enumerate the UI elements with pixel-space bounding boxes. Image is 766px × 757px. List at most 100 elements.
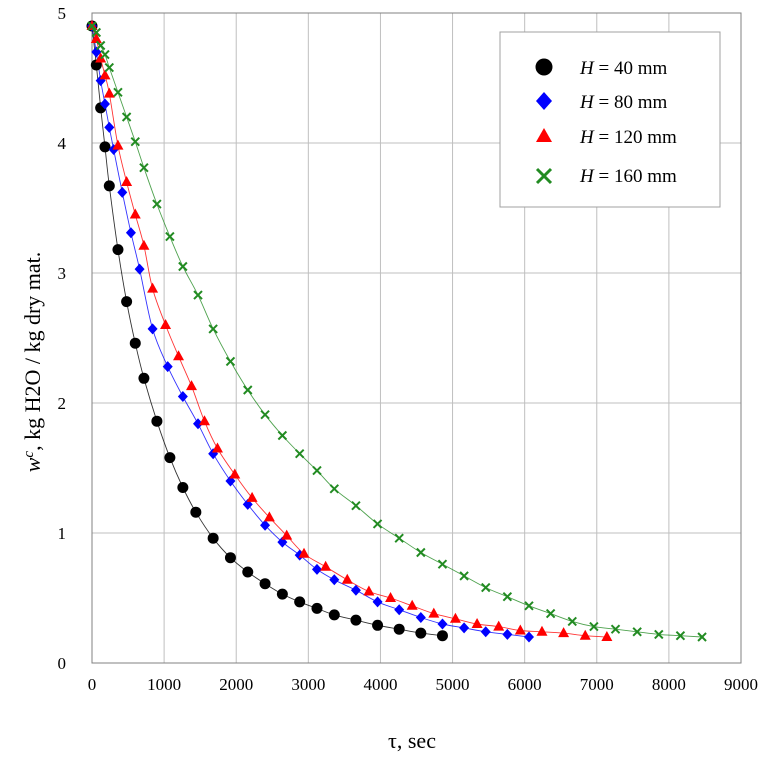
point-160mm-20 [329, 484, 340, 494]
point-160mm-32 [589, 621, 599, 632]
legend-label-40mm: H = 40 mm [579, 58, 667, 79]
point-120mm-4 [103, 87, 115, 98]
point-120mm-23 [385, 592, 397, 602]
point-120mm-18 [281, 529, 293, 540]
x-tick-label-2000: 2000 [219, 675, 253, 694]
point-160mm-31 [567, 616, 577, 627]
point-120mm-16 [246, 491, 258, 502]
point-120mm-30 [536, 625, 548, 636]
point-160mm-30 [545, 608, 556, 619]
y-tick-label-5: 5 [58, 4, 67, 23]
point-120mm-24 [406, 599, 418, 610]
point-120mm-29 [514, 624, 526, 635]
point-40mm-15 [242, 566, 254, 578]
point-160mm-34 [632, 627, 642, 637]
point-120mm-11 [173, 350, 185, 361]
point-40mm-11 [177, 482, 189, 493]
point-40mm-16 [259, 578, 271, 590]
point-40mm-18 [294, 596, 306, 608]
x-tick-label-5000: 5000 [436, 675, 470, 694]
x-tick-label-4000: 4000 [363, 675, 397, 694]
point-160mm-23 [394, 533, 404, 543]
x-axis-ticks: 0 1000 2000 3000 4000 5000 6000 7000 8000 9000 [88, 675, 758, 694]
point-120mm-13 [198, 415, 210, 426]
point-120mm-14 [211, 442, 223, 453]
point-120mm-1 [90, 33, 102, 43]
point-80mm-23 [394, 604, 405, 616]
point-40mm-20 [328, 609, 340, 621]
point-80mm-20 [329, 574, 340, 586]
legend-label-80mm: H = 80 mm [579, 92, 667, 113]
y-tick-label-1: 1 [58, 524, 67, 543]
point-80mm-24 [415, 612, 426, 623]
x-tick-label-0: 0 [88, 675, 97, 694]
point-160mm-19 [312, 465, 322, 476]
legend-value-40mm: = 40 mm [594, 58, 668, 79]
legend-var-40mm: H [579, 58, 595, 79]
point-40mm-19 [311, 602, 323, 614]
point-80mm-27 [480, 626, 491, 638]
legend-marker-40mm [535, 58, 553, 76]
point-40mm-4 [103, 180, 115, 192]
legend-var-120mm: H [579, 127, 595, 148]
y-tick-label-3: 3 [58, 264, 67, 283]
point-160mm-27 [481, 582, 491, 593]
point-160mm-13 [208, 324, 218, 334]
point-120mm-15 [229, 468, 241, 479]
point-120mm-22 [363, 585, 375, 596]
legend-marker-160mm [535, 167, 553, 185]
x-axis-title: τ, sec [388, 728, 436, 753]
x-tick-label-6000: 6000 [508, 675, 542, 694]
y-axis-title-main: w [20, 457, 45, 472]
point-120mm-26 [449, 612, 461, 623]
point-160mm-11 [178, 261, 188, 272]
point-160mm-35 [654, 629, 664, 640]
point-120mm-7 [129, 208, 141, 219]
point-120mm-19 [298, 547, 310, 558]
y-axis-ticks: 0 1 2 3 4 5 [58, 4, 67, 673]
point-160mm-6 [121, 112, 132, 122]
y-tick-label-0: 0 [58, 654, 67, 673]
point-160mm-10 [165, 231, 175, 242]
point-80mm-10 [162, 361, 173, 373]
point-40mm-9 [151, 415, 163, 427]
point-80mm-21 [350, 584, 361, 596]
x-tick-label-3000: 3000 [291, 675, 325, 694]
point-40mm-21 [350, 614, 362, 626]
point-80mm-4 [104, 121, 115, 133]
point-160mm-21 [351, 500, 361, 511]
point-120mm-31 [558, 627, 570, 638]
point-160mm-17 [277, 430, 288, 441]
point-80mm-26 [459, 622, 470, 634]
point-40mm-24 [415, 627, 427, 639]
point-120mm-21 [341, 573, 353, 584]
point-80mm-11 [177, 391, 188, 402]
point-40mm-13 [207, 532, 219, 544]
legend-value-80mm: = 80 mm [594, 92, 668, 113]
point-120mm-6 [121, 176, 133, 186]
point-160mm-3 [100, 49, 110, 60]
point-160mm-22 [372, 519, 383, 529]
point-160mm-25 [437, 559, 448, 569]
point-80mm-1 [91, 46, 102, 58]
y-axis-title: wc, kg H2O / kg dry mat. [20, 252, 45, 473]
point-40mm-23 [393, 623, 405, 635]
legend-box [499, 31, 721, 208]
legend: H = 40 mm H = 80 mm H = 120 mm H = 160 m… [499, 31, 721, 208]
point-160mm-16 [260, 409, 270, 420]
point-120mm-9 [147, 282, 159, 293]
point-80mm-19 [311, 563, 322, 575]
legend-var-80mm: H [579, 92, 595, 113]
point-120mm-27 [471, 618, 483, 628]
legend-label-160mm: H = 160 mm [579, 166, 677, 187]
legend-marker-80mm [536, 92, 552, 110]
point-160mm-26 [459, 571, 469, 581]
legend-var-160mm: H [579, 166, 595, 187]
y-axis-title-sup: c [21, 451, 37, 458]
legend-value-160mm: = 160 mm [594, 166, 677, 187]
y-axis-title-rest: , kg H2O / kg dry mat. [20, 252, 45, 451]
point-120mm-8 [138, 239, 150, 250]
y-tick-label-2: 2 [58, 394, 67, 413]
point-40mm-3 [99, 141, 111, 153]
